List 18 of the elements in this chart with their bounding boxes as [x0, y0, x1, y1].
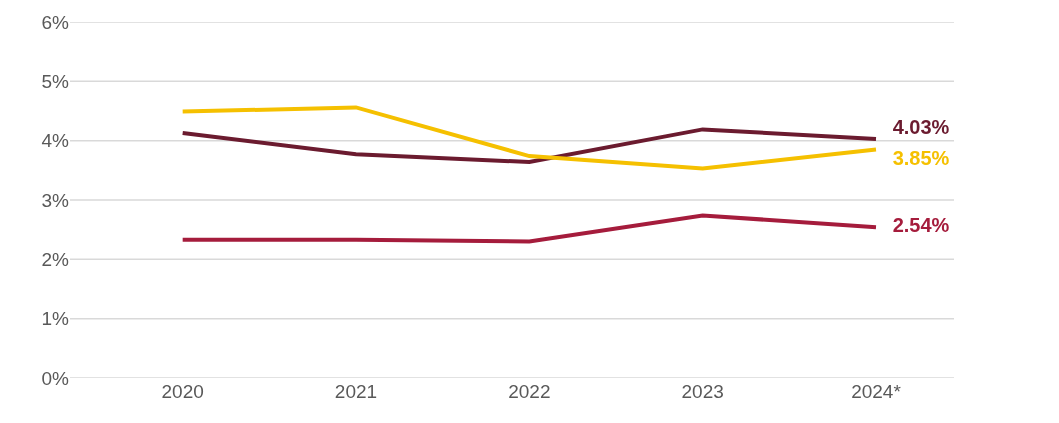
data-label: 4.03% [876, 115, 950, 138]
y-tick-label: 0% [41, 367, 70, 389]
data-label: 3.85% [876, 146, 950, 169]
line-series [180, 105, 878, 171]
line-series [180, 213, 878, 244]
y-tick-label: 2% [41, 248, 70, 270]
data-label: 2.54% [876, 214, 950, 237]
y-tick-label: 1% [41, 308, 70, 330]
y-tick-label: 5% [41, 70, 70, 92]
x-tick-label: 2023 [681, 381, 724, 402]
y-tick-label: 6% [41, 11, 70, 33]
line-series [180, 127, 878, 165]
x-tick-label: 2020 [161, 381, 204, 402]
x-tick-label: 2021 [334, 381, 378, 402]
y-tick-label: 4% [41, 130, 70, 152]
y-tick-label: 3% [41, 189, 70, 211]
x-tick-label: 2022 [508, 381, 551, 402]
x-tick-label: 2024* [851, 381, 902, 402]
